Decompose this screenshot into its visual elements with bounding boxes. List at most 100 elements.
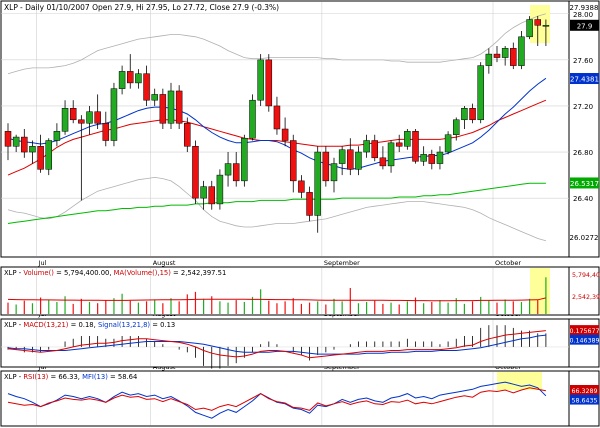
candle-down <box>493 53 501 58</box>
panel-title-part: MFI(13) <box>82 373 108 381</box>
candle-down <box>428 154 436 164</box>
candle-down <box>78 119 85 124</box>
corner-label-top: 27.9388 <box>570 4 599 12</box>
rsi-right-labels: 66.3289 58.6435 <box>570 384 599 405</box>
candle-down <box>184 122 191 147</box>
candle-up <box>135 73 142 84</box>
mfi-line <box>7 381 547 419</box>
price-box <box>570 177 599 189</box>
volume-title: XLP - Volume() = 5,794,400.00, MA(Volume… <box>4 269 226 277</box>
chart-header: - Daily 01/10/2007 Open 27.9, Hi 27.95, … <box>20 3 279 12</box>
macd-value-label: 0.175677 <box>569 328 599 335</box>
price-axis-frame <box>568 0 600 258</box>
macd-panel-frame <box>0 318 570 368</box>
candle-up <box>338 149 346 164</box>
price-panel: 28.00 27.60 27.20 26.80 26.40 27.9 27.4381 26.… <box>0 0 600 371</box>
price-box-label: 27.9 <box>577 22 593 30</box>
candle-down <box>281 128 289 141</box>
volume-label: 5,794,400 <box>572 272 600 279</box>
macd-title: XLP - MACD(13,21) = 0.18, Signal(13,21,8… <box>4 321 175 329</box>
candle-down <box>69 108 77 121</box>
price-value-boxes: 27.9 27.4381 26.5317 <box>570 19 599 189</box>
candle-down <box>371 140 378 159</box>
candle-down <box>192 146 199 199</box>
candle-down <box>159 94 167 124</box>
panel-title-part: = 58.64 <box>108 373 137 381</box>
panel-title-part: = 0.18, <box>68 321 97 329</box>
panel-title-part: = 5,794,400.00, <box>54 269 114 277</box>
panel-title-part: Signal(13,21,8) <box>98 321 150 329</box>
candle-up <box>477 65 484 121</box>
candle-up <box>29 146 36 153</box>
panel-title: XLP - Volume() = 5,794,400.00, MA(Volume… <box>4 269 226 277</box>
candle-up <box>200 186 207 199</box>
candle-up <box>249 99 256 139</box>
candle-down <box>290 140 297 182</box>
candle-up <box>387 142 395 167</box>
candle-down <box>395 142 403 147</box>
rsi-panel: XLP - RSI(13) = 66.33, MFI(13) = 58.64 6… <box>0 370 600 427</box>
candle-down <box>306 192 313 216</box>
volume-panel: XLP - Volume() = 5,794,400.00, MA(Volume… <box>0 266 600 316</box>
price-tick-label: 26.80 <box>573 149 593 157</box>
candle-up <box>404 131 411 147</box>
rsi-value-label: 58.6435 <box>571 398 597 405</box>
candle-up <box>118 71 126 89</box>
volume-bars <box>7 277 547 314</box>
month-label: September <box>324 259 360 267</box>
volume-axis-frame <box>568 266 600 316</box>
macd-value-box <box>570 325 599 336</box>
panel-title-part: = 0.13 <box>150 321 175 329</box>
panel-title-part: XLP - <box>4 373 23 381</box>
volume-ma-label: 2,542,397 <box>572 294 600 301</box>
candle-up <box>355 151 362 170</box>
candle-up <box>444 134 452 153</box>
macd-value-box <box>570 334 599 345</box>
candle-up <box>110 88 118 141</box>
panel-title-part: RSI(13) <box>23 373 48 381</box>
volume-highlight-box <box>530 268 550 314</box>
candle-up <box>151 94 158 101</box>
corner-label-bottom: 26.0272 <box>570 234 599 242</box>
volume-right-labels: 5,794,400 2,542,397 <box>572 272 600 301</box>
candle-down <box>102 122 110 141</box>
candle-up <box>453 119 460 136</box>
candle-up <box>241 137 248 182</box>
rsi-line <box>7 387 546 411</box>
candle-down <box>273 105 281 130</box>
macd-grid <box>36 320 494 366</box>
month-label: Jul <box>38 259 47 267</box>
candle-up <box>61 108 69 132</box>
price-box <box>570 73 599 85</box>
price-box-label: 26.5317 <box>570 180 599 188</box>
panel-title-part: MA(Volume(),15) <box>114 269 172 277</box>
sma200-line <box>7 182 546 224</box>
macd-line <box>7 330 546 359</box>
price-tick-label: 27.60 <box>573 57 593 65</box>
panel-title: XLP - MACD(13,21) = 0.18, Signal(13,21,8… <box>4 321 175 329</box>
candle-down <box>347 149 354 170</box>
candle-up <box>216 174 224 205</box>
candle-up <box>53 131 61 141</box>
price-tick-label: 26.40 <box>573 195 593 203</box>
rsi-plot <box>7 381 547 419</box>
panel-title-part: = 2,542,397.51 <box>171 269 226 277</box>
candle-up <box>224 163 232 176</box>
price-box-label: 27.4381 <box>570 76 599 84</box>
price-y-axis: 28.00 27.60 27.20 26.80 26.40 <box>573 11 593 203</box>
month-label: October <box>495 259 521 267</box>
panel-title-part: XLP - <box>4 321 23 329</box>
candle-up <box>167 90 175 124</box>
candle-down <box>265 59 273 107</box>
candle-down <box>175 90 183 124</box>
candle-down <box>510 48 517 66</box>
candle-down <box>298 180 305 193</box>
bollinger-upper-line <box>7 13 547 75</box>
rsi-grid <box>36 372 494 425</box>
macd-panel: XLP - MACD(13,21) = 0.18, Signal(13,21,8… <box>0 318 600 369</box>
candle-up <box>314 151 321 216</box>
macd-right-labels: 0.175677 0.146389 <box>569 325 600 345</box>
panel-title: XLP - RSI(13) = 66.33, MFI(13) = 58.64 <box>4 373 137 381</box>
panel-title-part: = 66.33, <box>48 373 82 381</box>
